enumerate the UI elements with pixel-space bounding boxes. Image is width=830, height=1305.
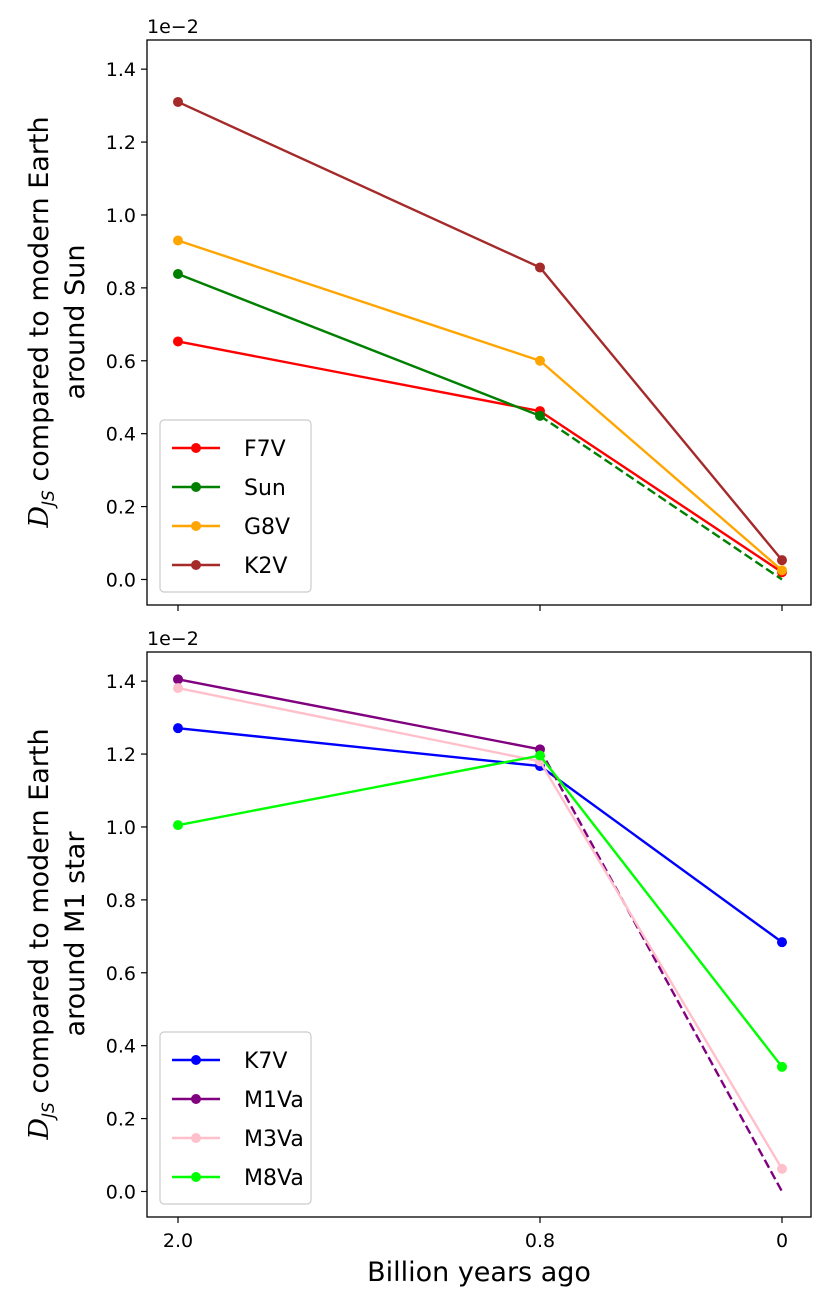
y-tick-label-bottom-0: 0.0 <box>106 1181 136 1203</box>
ylabel-line2-bottom: around M1 star <box>60 831 91 1037</box>
point-m3va-2 <box>777 1163 787 1174</box>
legend-marker-k7v <box>191 1055 201 1065</box>
series-line-sun <box>177 272 541 417</box>
ylabel-line2-top: around Sun <box>60 245 91 400</box>
legend-label-m3va: M3Va <box>244 1127 304 1152</box>
point-g8v-2 <box>777 565 787 576</box>
point-m8va-0 <box>173 820 183 831</box>
y-tick-label-bottom-7: 1.4 <box>106 671 136 693</box>
legend-label-g8v: G8V <box>244 515 290 540</box>
y-tick-label-bottom-3: 0.6 <box>106 963 136 985</box>
y-tick-label-top-3: 0.6 <box>106 351 136 373</box>
ylabel-symbol-top: D <box>24 506 55 529</box>
x-axis-label: Billion years ago <box>367 1257 591 1288</box>
legend-marker-g8v <box>191 521 201 531</box>
point-k7v-0 <box>173 723 183 734</box>
x-tick-label-1: 0.8 <box>525 1230 555 1252</box>
legend-marker-k2v <box>191 560 201 570</box>
ylabel-line1-top: compared to modern Earth <box>24 116 55 481</box>
legend-box-top <box>159 419 312 593</box>
point-m8va-2 <box>777 1061 787 1072</box>
legend-label-k7v: K7V <box>244 1049 287 1074</box>
legend-label-f7v: F7V <box>244 437 286 462</box>
offset-text-top: 1e−2 <box>147 16 199 38</box>
point-f7v-0 <box>173 336 183 347</box>
y-tick-label-top-4: 0.8 <box>106 278 136 300</box>
plot-frame-top <box>146 39 812 606</box>
legend-box-bottom <box>159 1031 312 1205</box>
plot-frame-bottom <box>146 651 812 1218</box>
offset-text-bottom: 1e−2 <box>147 628 199 650</box>
legend-label-k2v: K2V <box>244 554 287 579</box>
legend-marker-f7v <box>191 443 201 453</box>
legend-marker-m1va <box>191 1094 201 1104</box>
legend-top: F7V Sun G8V K2V <box>159 419 312 593</box>
ylabel-subscript-bottom: JS <box>39 1102 59 1121</box>
legend-marker-sun <box>191 482 201 492</box>
svg-text:DJS compared to modern Earth: DJS compared to modern Earth <box>24 728 59 1140</box>
panel-bottom: 0.0 0.2 0.4 0.6 0.8 1.0 1.2 1.4 2.0 0.8 0 1e−2 DJ… <box>24 628 812 1288</box>
point-g8v-0 <box>173 235 183 246</box>
y-tick-label-top-5: 1.0 <box>106 205 136 227</box>
ylabel-line1-bottom: compared to modern Earth <box>24 728 55 1093</box>
y-tick-label-top-6: 1.2 <box>106 132 136 154</box>
ylabel-subscript-top: JS <box>39 490 59 509</box>
legend-label-m1va: M1Va <box>244 1088 304 1113</box>
y-axis-top: 0.0 0.2 0.4 0.6 0.8 1.0 1.2 1.4 <box>106 59 147 591</box>
ylabel-symbol-bottom: D <box>24 1118 55 1141</box>
series-lines-top <box>173 96 787 581</box>
point-g8v-1 <box>535 355 545 366</box>
svg-text:DJS compared to modern Earth: DJS compared to modern Earth <box>24 116 59 528</box>
point-sun-1 <box>535 410 545 421</box>
series-dashed-line-sun <box>539 414 783 581</box>
y-tick-label-top-7: 1.4 <box>106 59 136 81</box>
y-axis-label-top: DJS compared to modern Earth around Sun <box>24 116 91 528</box>
x-tick-label-2: 0 <box>776 1230 788 1252</box>
legend-bottom: K7V M1Va M3Va M8Va <box>159 1031 312 1205</box>
x-axis-bottom: 2.0 0.8 0 <box>163 1217 788 1252</box>
y-tick-label-top-2: 0.4 <box>106 424 136 446</box>
series-lines-bottom <box>173 674 787 1193</box>
point-m3va-0 <box>173 683 183 694</box>
legend-label-m8va: M8Va <box>244 1166 304 1191</box>
x-tick-label-0: 2.0 <box>163 1230 193 1252</box>
x-axis-top <box>177 605 783 611</box>
y-axis-label-bottom: DJS compared to modern Earth around M1 s… <box>24 728 91 1140</box>
point-k2v-0 <box>173 96 183 107</box>
y-tick-label-bottom-5: 1.0 <box>106 817 136 839</box>
series-dashed-line-m1va <box>538 748 784 1193</box>
y-axis-bottom: 0.0 0.2 0.4 0.6 0.8 1.0 1.2 1.4 <box>106 671 147 1203</box>
point-m1va-0 <box>173 674 183 685</box>
legend-marker-m3va <box>191 1133 201 1143</box>
point-m8va-1 <box>535 750 545 761</box>
series-line-m1va <box>177 678 541 751</box>
point-k2v-2 <box>777 555 787 566</box>
legend-label-sun: Sun <box>244 476 286 501</box>
y-tick-label-bottom-2: 0.4 <box>106 1036 136 1058</box>
point-sun-0 <box>173 269 183 280</box>
point-k2v-1 <box>535 262 545 273</box>
y-tick-label-top-0: 0.0 <box>106 569 136 591</box>
legend-marker-m8va <box>191 1172 201 1182</box>
y-tick-label-bottom-6: 1.2 <box>106 744 136 766</box>
y-tick-label-top-1: 0.2 <box>106 497 136 519</box>
point-k7v-2 <box>777 937 787 948</box>
panel-top: 0.0 0.2 0.4 0.6 0.8 1.0 1.2 1.4 1e−2 DJS compar… <box>24 16 812 611</box>
y-tick-label-bottom-4: 0.8 <box>106 890 136 912</box>
y-tick-label-bottom-1: 0.2 <box>106 1109 136 1131</box>
